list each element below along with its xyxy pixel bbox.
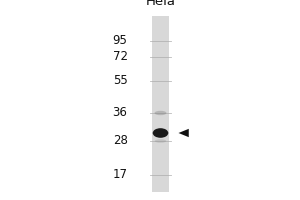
Text: 28: 28 [112,134,128,148]
Text: Hela: Hela [146,0,176,8]
Ellipse shape [154,111,166,115]
Text: 36: 36 [112,106,128,119]
Text: 95: 95 [112,34,128,47]
Text: 17: 17 [112,168,128,182]
Ellipse shape [155,139,166,143]
Bar [152,16,169,192]
Polygon shape [178,129,189,137]
Text: 55: 55 [113,74,128,88]
Text: 72: 72 [112,50,128,64]
Ellipse shape [153,128,168,138]
